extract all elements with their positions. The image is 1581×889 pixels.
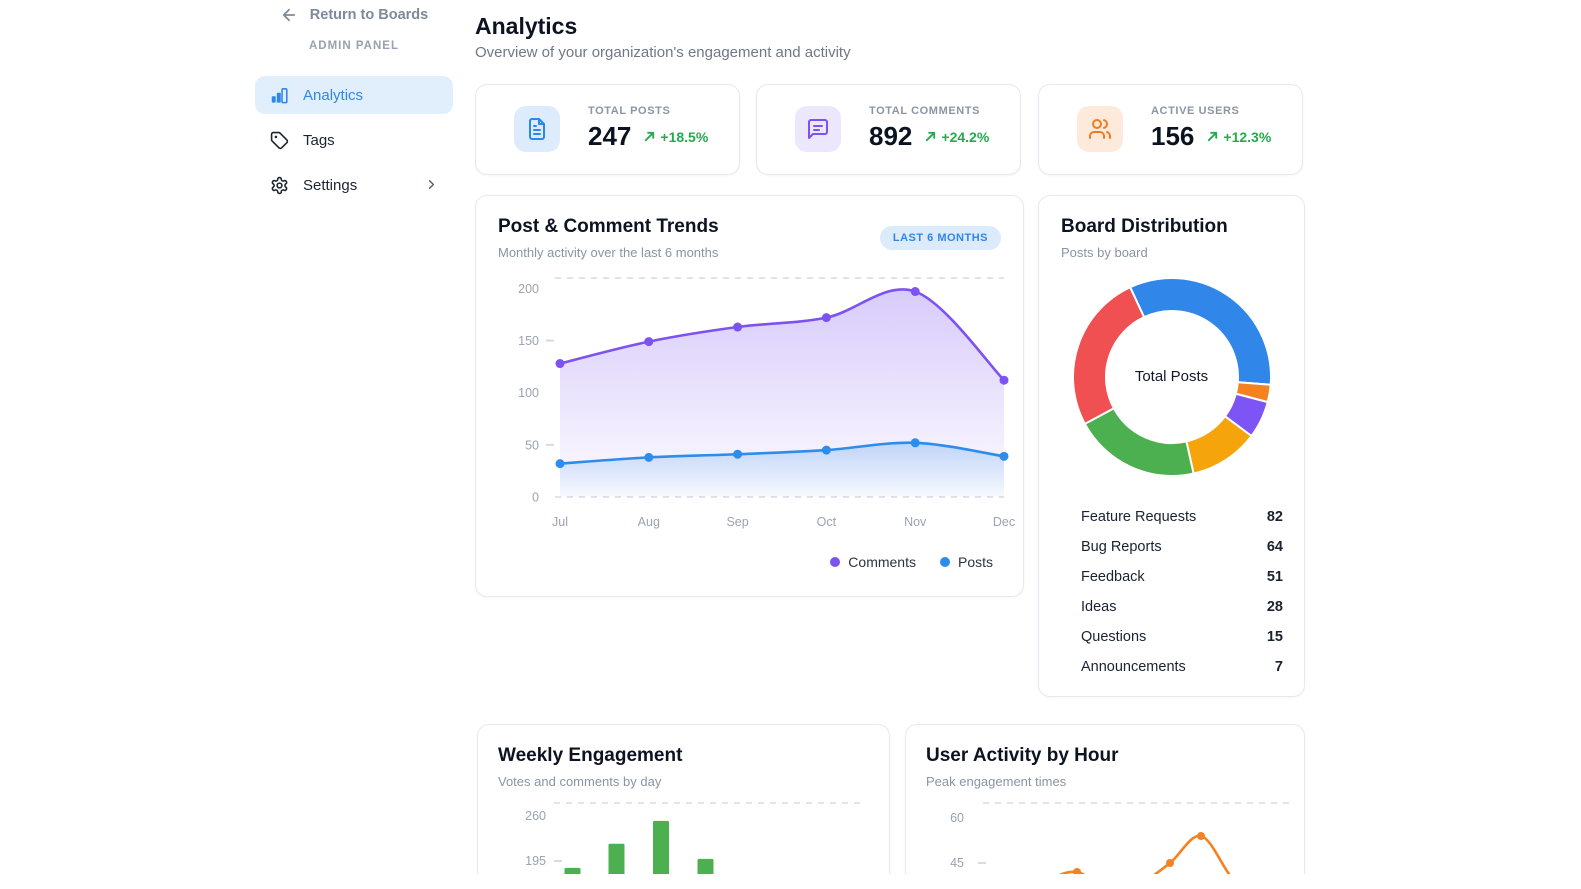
return-to-boards-link[interactable]: Return to Boards — [255, 2, 453, 28]
sidebar-item-label: Tags — [303, 131, 335, 149]
board-legend-list: Feature Requests 82 Bug Reports 64 Feedback 5… — [1081, 502, 1283, 682]
board-name: Feedback — [1081, 569, 1145, 585]
board-distribution-title: Board Distribution — [1061, 216, 1228, 237]
board-count: 82 — [1266, 509, 1283, 525]
board-legend-row: Ideas 28 — [1081, 592, 1283, 622]
stat-delta: +12.3% — [1206, 129, 1271, 145]
bar-chart-icon — [271, 87, 288, 103]
board-name: Questions — [1081, 629, 1147, 645]
stat-delta: +24.2% — [924, 129, 989, 145]
board-name: Ideas — [1081, 599, 1117, 615]
board-legend-row: Feedback 51 — [1081, 562, 1283, 592]
svg-text:Sep: Sep — [726, 515, 748, 529]
sidebar-item-analytics[interactable]: Analytics — [255, 76, 453, 114]
board-legend-row: Feature Requests 82 — [1081, 502, 1283, 532]
tag-icon — [270, 131, 289, 149]
board-legend-row: Announcements 7 — [1081, 652, 1283, 682]
svg-text:150: 150 — [518, 334, 539, 348]
board-count: 15 — [1266, 629, 1283, 645]
svg-text:Dec: Dec — [993, 515, 1015, 529]
board-name: Feature Requests — [1081, 509, 1197, 525]
sidebar-item-tags[interactable]: Tags — [255, 121, 453, 159]
trends-legend: Comments Posts — [830, 554, 993, 570]
stat-card-total-comments: TOTAL COMMENTS 892 +24.2% — [756, 84, 1021, 175]
svg-text:260: 260 — [525, 809, 546, 823]
stat-card-active-users: ACTIVE USERS 156 +12.3% — [1038, 84, 1303, 175]
trends-chart-title: Post & Comment Trends — [498, 216, 719, 237]
svg-text:200: 200 — [518, 282, 539, 296]
board-count: 51 — [1266, 569, 1283, 585]
svg-text:100: 100 — [518, 386, 539, 400]
weekly-engagement-subtitle: Votes and comments by day — [498, 774, 662, 789]
svg-text:Aug: Aug — [638, 515, 660, 529]
bottom-charts-row: Weekly Engagement Votes and comments by … — [0, 717, 1581, 874]
stat-value: 156 — [1151, 121, 1195, 151]
board-count: 64 — [1266, 539, 1283, 555]
chevron-right-icon — [428, 180, 435, 189]
arrow-left-icon — [282, 8, 295, 22]
stat-label: ACTIVE USERS — [1151, 105, 1240, 117]
stat-label: TOTAL COMMENTS — [869, 105, 981, 117]
posts-dot-icon — [939, 557, 950, 567]
board-distribution-subtitle: Posts by board — [1061, 245, 1148, 260]
weekly-bar-chart: 260 195 — [525, 802, 866, 874]
trends-chart-card: Post & Comment Trends Monthly activity o… — [475, 195, 1024, 597]
users-icon — [1077, 106, 1123, 152]
board-legend-row: Questions 15 — [1081, 622, 1283, 652]
user-activity-card: User Activity by Hour Peak engagement ti… — [905, 724, 1305, 874]
board-count: 7 — [1274, 659, 1283, 675]
legend-item-comments: Comments — [830, 554, 916, 570]
svg-text:45: 45 — [950, 856, 964, 870]
svg-text:Oct: Oct — [817, 515, 837, 529]
board-donut-chart — [1072, 277, 1272, 477]
trend-up-icon — [645, 131, 655, 142]
file-text-icon — [514, 106, 560, 152]
stat-value: 892 — [869, 121, 913, 151]
board-name: Announcements — [1081, 659, 1186, 675]
donut-center-label: Total Posts — [1134, 368, 1209, 385]
sidebar-item-label: Settings — [303, 176, 358, 194]
sidebar: Return to Boards ADMIN PANEL Analytics T… — [0, 0, 455, 889]
board-name: Bug Reports — [1081, 539, 1162, 555]
svg-text:0: 0 — [532, 491, 539, 505]
board-count: 28 — [1266, 599, 1283, 615]
last-6-months-badge: LAST 6 MONTHS — [879, 226, 1001, 250]
trends-line-chart: 200 150 100 50 0 Jul Aug Sep Oct Nov Dec — [518, 277, 1015, 529]
trend-up-icon — [1208, 131, 1218, 142]
user-activity-title: User Activity by Hour — [926, 745, 1119, 766]
gear-icon — [271, 176, 288, 194]
message-square-icon — [795, 106, 841, 152]
trends-chart-subtitle: Monthly activity over the last 6 months — [498, 245, 719, 260]
page-subtitle: Overview of your organization's engageme… — [475, 44, 851, 61]
svg-text:195: 195 — [525, 854, 546, 868]
weekly-engagement-title: Weekly Engagement — [498, 745, 683, 766]
svg-text:Jul: Jul — [552, 515, 568, 529]
admin-panel-label: ADMIN PANEL — [308, 40, 399, 52]
stat-label: TOTAL POSTS — [588, 105, 671, 117]
activity-line-chart: 60 45 — [950, 802, 1291, 874]
trend-up-icon — [926, 131, 936, 142]
weekly-engagement-card: Weekly Engagement Votes and comments by … — [477, 724, 890, 874]
page-title: Analytics — [475, 13, 578, 39]
svg-text:Nov: Nov — [904, 515, 927, 529]
svg-text:60: 60 — [950, 811, 964, 825]
stat-delta: +18.5% — [643, 129, 708, 145]
sidebar-nav: Analytics Tags Settings — [255, 76, 453, 211]
stat-card-total-posts: TOTAL POSTS 247 +18.5% — [475, 84, 740, 175]
svg-text:50: 50 — [525, 438, 539, 452]
legend-item-posts: Posts — [939, 554, 993, 570]
board-legend-row: Bug Reports 64 — [1081, 532, 1283, 562]
sidebar-item-label: Analytics — [303, 86, 364, 104]
sidebar-item-settings[interactable]: Settings — [255, 166, 453, 204]
board-distribution-card: Board Distribution Posts by board Total … — [1038, 195, 1305, 697]
comments-dot-icon — [830, 557, 841, 567]
return-to-boards-label: Return to Boards — [309, 7, 429, 23]
user-activity-subtitle: Peak engagement times — [926, 774, 1067, 789]
stat-value: 247 — [588, 121, 632, 151]
